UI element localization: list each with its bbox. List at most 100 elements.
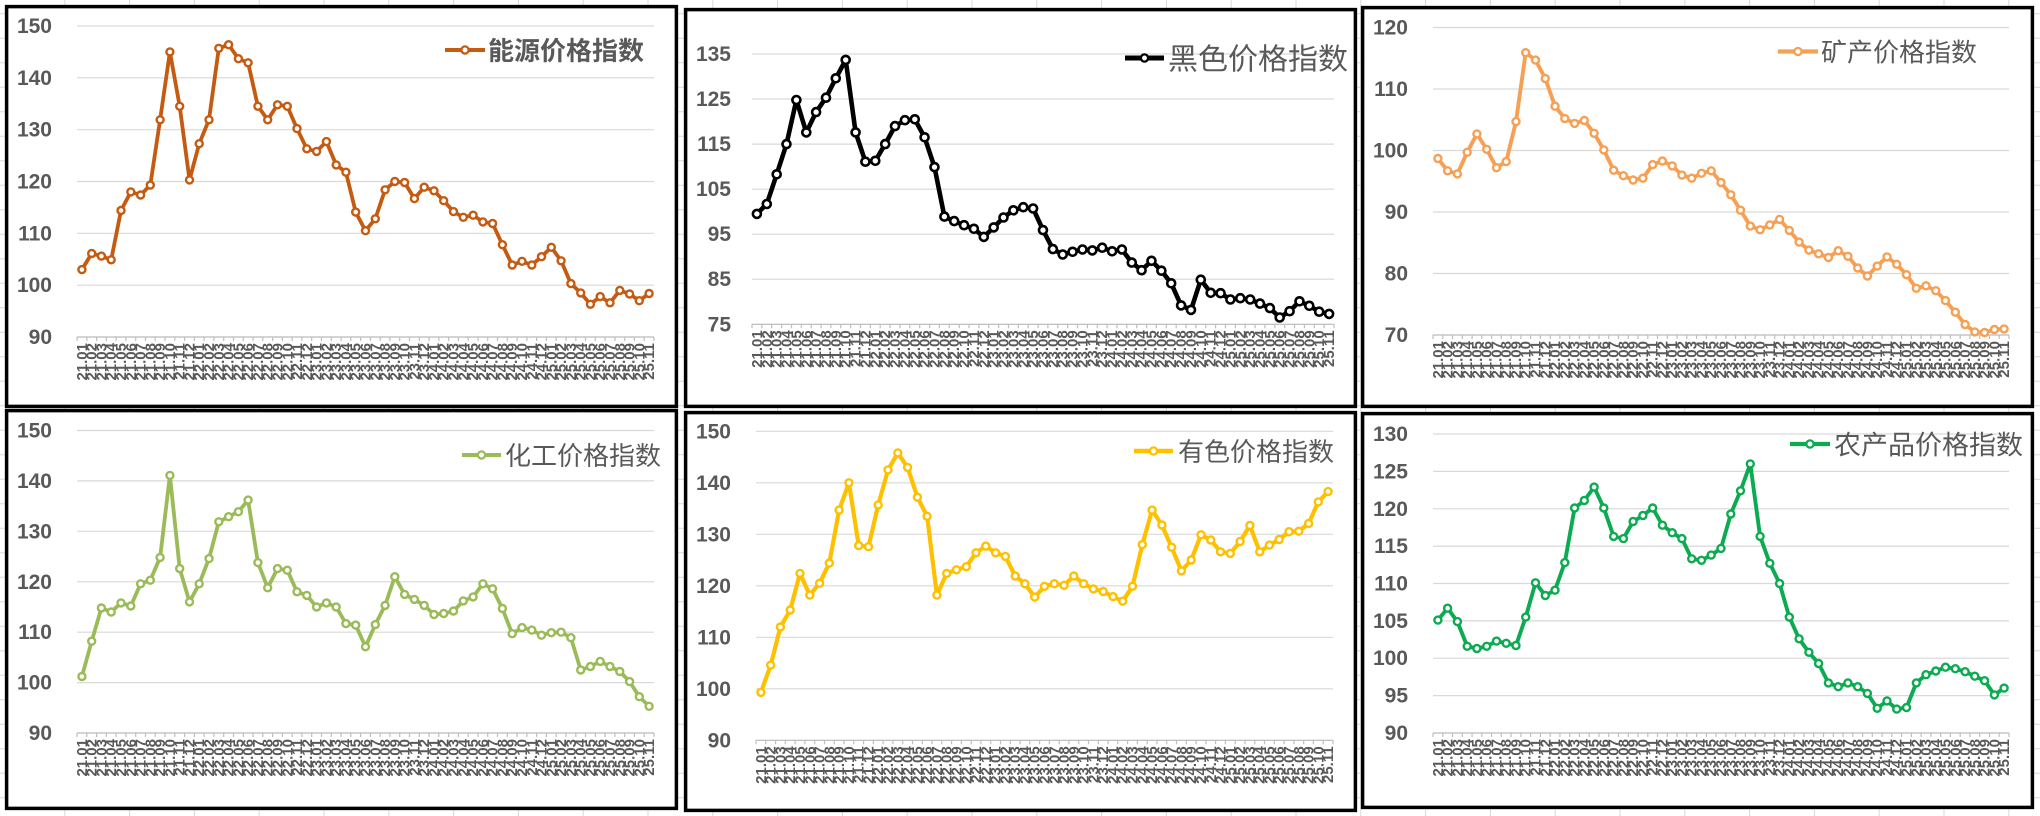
svg-text:25.09: 25.09 (1977, 341, 1994, 379)
svg-text:21.12: 21.12 (857, 330, 874, 368)
svg-text:23.08: 23.08 (1056, 746, 1073, 784)
svg-text:25.01: 25.01 (543, 739, 560, 777)
svg-text:23.03: 23.03 (1684, 739, 1701, 777)
svg-text:21.08: 21.08 (142, 739, 159, 777)
svg-text:21.11: 21.11 (848, 330, 865, 367)
svg-text:24.04: 24.04 (1811, 738, 1828, 776)
svg-text:25.06: 25.06 (1947, 341, 1964, 379)
svg-text:21.12: 21.12 (1537, 341, 1554, 379)
svg-text:22.07: 22.07 (927, 330, 944, 368)
svg-text:23.10: 23.10 (1076, 746, 1093, 784)
svg-text:24.05: 24.05 (1144, 330, 1161, 368)
svg-text:23.04: 23.04 (1694, 340, 1711, 378)
svg-text:130: 130 (696, 523, 731, 546)
svg-text:22.01: 22.01 (191, 343, 208, 381)
svg-text:22.01: 22.01 (1547, 341, 1564, 379)
svg-text:22.08: 22.08 (260, 343, 277, 381)
svg-text:25.08: 25.08 (612, 343, 629, 381)
svg-text:24.12: 24.12 (1213, 330, 1230, 368)
svg-text:22.07: 22.07 (1606, 739, 1623, 777)
svg-text:25.03: 25.03 (563, 343, 580, 381)
svg-text:23.05: 23.05 (348, 739, 365, 777)
svg-text:24.08: 24.08 (1850, 341, 1867, 379)
svg-text:22.04: 22.04 (221, 738, 238, 776)
svg-text:21.03: 21.03 (1449, 739, 1466, 777)
svg-text:21.02: 21.02 (1440, 739, 1457, 777)
svg-text:22.08: 22.08 (260, 739, 277, 777)
svg-text:21.05: 21.05 (1469, 341, 1486, 379)
svg-text:25.03: 25.03 (563, 739, 580, 777)
svg-text:22.12: 22.12 (299, 739, 316, 777)
svg-text:21.04: 21.04 (103, 342, 120, 380)
svg-text:22.08: 22.08 (939, 746, 956, 784)
svg-text:23.06: 23.06 (1037, 746, 1054, 784)
svg-text:21.12: 21.12 (861, 746, 878, 784)
svg-text:23.12: 23.12 (1095, 746, 1112, 784)
svg-text:22.10: 22.10 (958, 746, 975, 784)
svg-text:24.07: 24.07 (485, 343, 502, 381)
svg-text:21.10: 21.10 (162, 343, 179, 381)
svg-text:24.08: 24.08 (494, 739, 511, 777)
svg-text:22.10: 22.10 (279, 343, 296, 381)
svg-text:22.02: 22.02 (201, 739, 218, 777)
svg-text:24.02: 24.02 (436, 343, 453, 381)
svg-text:22.10: 22.10 (1635, 341, 1652, 379)
svg-text:25.01: 25.01 (543, 343, 560, 381)
svg-text:24.11: 24.11 (524, 739, 541, 776)
svg-text:22.12: 22.12 (976, 330, 993, 368)
svg-text:23.11: 23.11 (1085, 746, 1102, 783)
svg-text:25.04: 25.04 (1928, 340, 1945, 378)
svg-text:25.01: 25.01 (1222, 330, 1239, 368)
svg-text:23.02: 23.02 (1674, 739, 1691, 777)
svg-text:21.01: 21.01 (1430, 739, 1447, 777)
svg-text:25.03: 25.03 (1918, 739, 1935, 777)
svg-text:22.08: 22.08 (1615, 739, 1632, 777)
svg-text:21.06: 21.06 (123, 739, 140, 777)
svg-text:22.09: 22.09 (946, 330, 963, 368)
svg-text:22.10: 22.10 (279, 739, 296, 777)
svg-text:25.11: 25.11 (1996, 739, 2013, 776)
svg-text:21.01: 21.01 (1430, 341, 1447, 379)
svg-text:21.05: 21.05 (113, 739, 130, 777)
svg-text:21.04: 21.04 (782, 746, 799, 784)
svg-text:23.08: 23.08 (1733, 341, 1750, 379)
svg-text:21.07: 21.07 (808, 330, 825, 368)
svg-text:110: 110 (18, 222, 52, 245)
svg-text:21.03: 21.03 (93, 739, 110, 777)
svg-text:105: 105 (696, 178, 731, 201)
svg-text:24.06: 24.06 (1830, 341, 1847, 379)
svg-text:23.10: 23.10 (1075, 330, 1092, 368)
svg-text:22.02: 22.02 (880, 746, 897, 784)
svg-text:21.06: 21.06 (1479, 739, 1496, 777)
svg-text:25.02: 25.02 (1232, 746, 1249, 784)
svg-text:100: 100 (17, 672, 52, 695)
svg-text:23.02: 23.02 (996, 330, 1013, 368)
svg-text:22.03: 22.03 (1567, 341, 1584, 379)
svg-text:21.07: 21.07 (133, 739, 150, 777)
svg-text:130: 130 (17, 119, 52, 142)
svg-text:125: 125 (696, 88, 731, 111)
svg-text:25.01: 25.01 (1899, 341, 1916, 379)
svg-text:21.09: 21.09 (831, 746, 848, 784)
svg-text:85: 85 (708, 268, 732, 291)
svg-text:21.09: 21.09 (1508, 341, 1525, 379)
svg-text:21.11: 21.11 (172, 739, 189, 776)
svg-text:24.04: 24.04 (1811, 340, 1828, 378)
svg-text:25.07: 25.07 (1957, 341, 1974, 379)
svg-text:25.01: 25.01 (1222, 746, 1239, 784)
svg-text:140: 140 (696, 472, 731, 495)
svg-text:25.06: 25.06 (1271, 746, 1288, 784)
svg-text:25.08: 25.08 (1967, 739, 1984, 777)
svg-text:22.07: 22.07 (250, 739, 267, 777)
svg-text:25.10: 25.10 (1311, 330, 1328, 368)
svg-text:21.03: 21.03 (769, 330, 786, 368)
svg-text:21.05: 21.05 (788, 330, 805, 368)
svg-text:25.07: 25.07 (1281, 746, 1298, 784)
svg-text:23.04: 23.04 (338, 738, 355, 776)
svg-text:22.09: 22.09 (270, 739, 287, 777)
svg-text:22.09: 22.09 (949, 746, 966, 784)
svg-text:21.03: 21.03 (772, 746, 789, 784)
svg-text:150: 150 (696, 420, 731, 443)
svg-text:22.07: 22.07 (250, 343, 267, 381)
svg-text:21.08: 21.08 (818, 330, 835, 368)
